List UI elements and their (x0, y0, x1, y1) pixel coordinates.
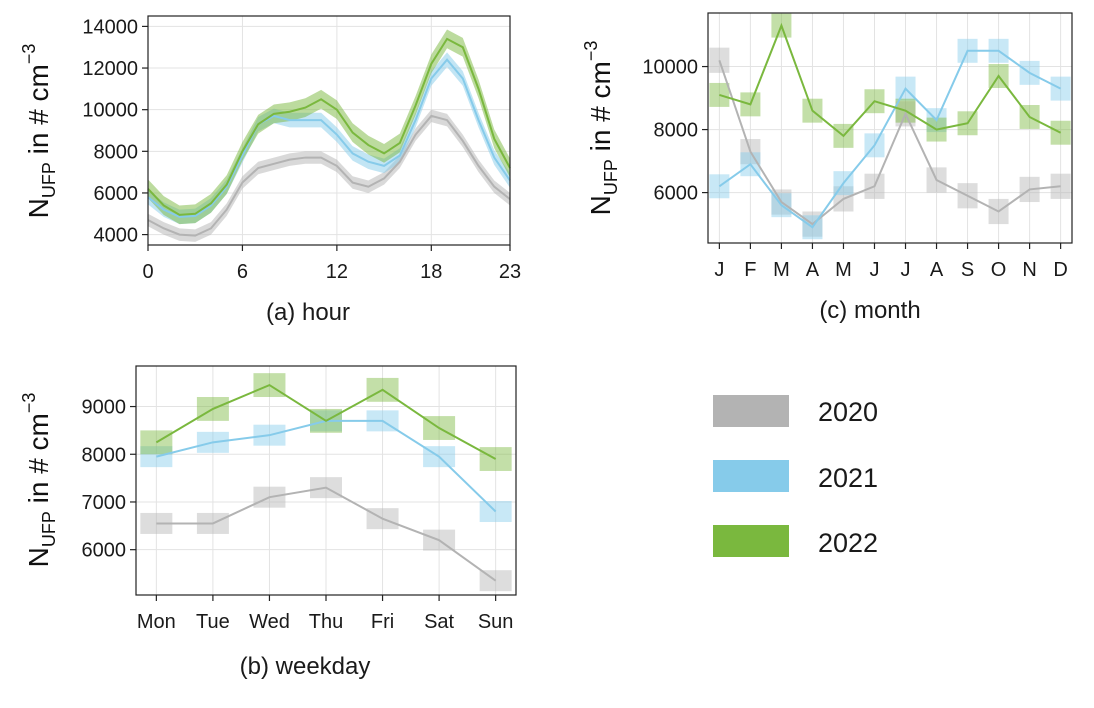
month-ytick-label-2: 10000 (642, 57, 698, 79)
hour-lines (147, 37, 511, 237)
hour-line-2022 (147, 37, 511, 216)
hour-xtick-label-3: 18 (420, 261, 442, 283)
hour-line-2020 (147, 114, 511, 237)
hour-xtick-label-4: 23 (499, 261, 521, 283)
month-xtick-label-2: M (773, 259, 790, 281)
weekday-box-2021-6 (479, 501, 512, 523)
month-ytick-label-1: 8000 (654, 120, 699, 142)
hour-plot-frame (147, 15, 511, 246)
weekday-xtick-label-0: Mon (137, 611, 176, 633)
month-x-axis-label: (c) month (819, 297, 920, 324)
legend-label-2020: 2020 (818, 397, 878, 427)
month-xtick-label-9: O (991, 259, 1007, 281)
legend-swatch-2022 (713, 525, 789, 557)
hour-ytick-label-4: 12000 (82, 58, 138, 80)
weekday-ytick-label-1: 7000 (82, 492, 127, 514)
hour-ytick-label-2: 8000 (94, 141, 139, 163)
panel-weekday: 6000 7000 8000 9000 Mon Tue Wed Thu Fri Sat Sun N… (19, 365, 517, 680)
month-xtick-label-7: A (930, 259, 944, 281)
weekday-line-2020 (156, 486, 497, 582)
weekday-ytick-label-2: 8000 (82, 444, 127, 466)
weekday-xtick-label-6: Sun (478, 611, 514, 633)
legend-label-2022: 2022 (818, 528, 878, 558)
legend-swatch-2021 (713, 460, 789, 492)
weekday-ytick-label-0: 6000 (82, 540, 127, 562)
month-xtick-label-1: F (744, 259, 756, 281)
month-xtick-label-6: J (901, 259, 911, 281)
month-xtick-label-10: N (1022, 259, 1036, 281)
legend-label-2021: 2021 (818, 463, 878, 493)
hour-ytick-label-1: 6000 (94, 183, 139, 205)
month-ytick-label-0: 6000 (654, 183, 699, 205)
weekday-lines (155, 383, 497, 582)
panel-hour: 4000 6000 8000 10000 12000 14000 0 6 12 18 23 NUF… (19, 15, 521, 326)
hour-xtick-label-1: 6 (237, 261, 248, 283)
weekday-xtick-label-4: Fri (371, 611, 394, 633)
month-plot-frame (707, 12, 1073, 244)
weekday-y-ticks: 6000 7000 8000 9000 (82, 397, 136, 562)
month-line-2020 (718, 59, 1061, 226)
month-lines (718, 22, 1062, 229)
weekday-xtick-label-2: Wed (249, 611, 290, 633)
month-y-ticks: 6000 8000 10000 (642, 57, 708, 205)
hour-line-2021 (147, 58, 511, 218)
month-line-2022 (719, 22, 1062, 138)
weekday-x-axis-label: (b) weekday (240, 653, 371, 680)
hour-x-axis-label: (a) hour (266, 299, 350, 326)
weekday-xtick-label-3: Thu (309, 611, 343, 633)
month-xtick-label-11: D (1053, 259, 1067, 281)
weekday-ytick-label-3: 9000 (82, 397, 127, 419)
hour-ytick-label-3: 10000 (82, 100, 138, 122)
month-bands (709, 13, 1071, 240)
hour-x-ticks: 0 6 12 18 23 (142, 245, 521, 283)
weekday-x-ticks: Mon Tue Wed Thu Fri Sat Sun (137, 595, 514, 633)
weekday-line-2022 (155, 383, 497, 460)
hour-ytick-label-0: 4000 (94, 225, 139, 247)
hour-y-axis-label: NUFP in # cm−3 (19, 44, 59, 219)
month-gridlines (708, 13, 1072, 243)
month-xtick-label-4: M (835, 259, 852, 281)
hour-band-2021 (148, 52, 510, 225)
month-xtick-label-3: A (806, 259, 820, 281)
hour-xtick-label-0: 0 (142, 261, 153, 283)
month-xtick-label-5: J (869, 259, 879, 281)
hour-y-ticks: 4000 6000 8000 10000 12000 14000 (82, 16, 148, 247)
month-xtick-label-8: S (961, 259, 974, 281)
month-line-2021 (718, 49, 1062, 229)
month-xtick-label-0: J (714, 259, 724, 281)
weekday-xtick-label-5: Sat (424, 611, 454, 633)
legend: 2020 2021 2022 (713, 395, 878, 558)
month-y-axis-label: NUFP in # cm−3 (581, 41, 621, 216)
hour-ytick-label-5: 14000 (82, 16, 138, 38)
weekday-xtick-label-1: Tue (196, 611, 230, 633)
legend-swatch-2020 (713, 395, 789, 427)
weekday-gridlines (136, 366, 516, 595)
hour-xtick-label-2: 12 (326, 261, 348, 283)
weekday-y-axis-label: NUFP in # cm−3 (19, 393, 59, 568)
